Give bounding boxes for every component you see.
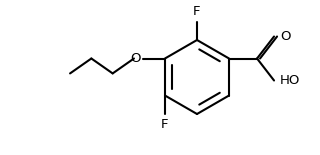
Text: HO: HO xyxy=(280,74,300,87)
Text: O: O xyxy=(280,30,291,43)
Text: O: O xyxy=(131,52,141,65)
Text: F: F xyxy=(193,5,201,18)
Text: F: F xyxy=(161,117,169,131)
